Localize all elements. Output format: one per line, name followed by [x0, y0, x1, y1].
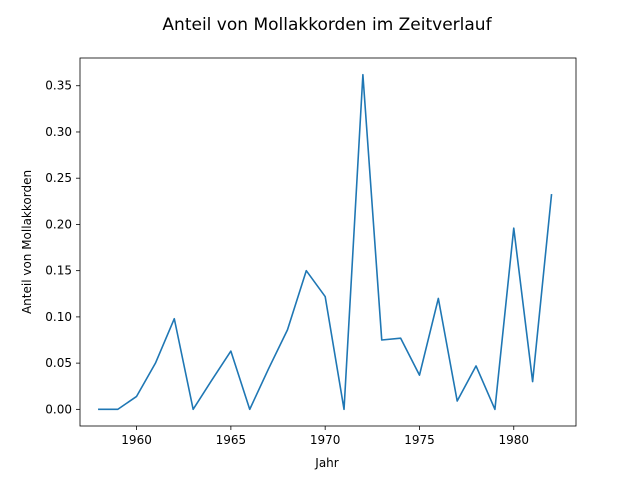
- y-tick-label: 0.05: [45, 356, 72, 370]
- y-tick-label: 0.30: [45, 125, 72, 139]
- y-tick-label: 0.15: [45, 264, 72, 278]
- chart-title: Anteil von Mollakkorden im Zeitverlauf: [162, 15, 492, 35]
- x-tick-label: 1960: [121, 433, 152, 447]
- x-tick-label: 1980: [498, 433, 529, 447]
- x-tick-label: 1975: [404, 433, 435, 447]
- plot-area: [98, 73, 553, 411]
- x-tick-label: 1965: [216, 433, 247, 447]
- x-axis-label: Jahr: [314, 456, 338, 470]
- y-tick-label: 0.35: [45, 79, 72, 93]
- x-tick-label: 1970: [310, 433, 341, 447]
- series-line-0: [98, 73, 553, 411]
- y-tick-label: 0.20: [45, 217, 72, 231]
- plot-frame: [79, 57, 577, 427]
- y-axis-ticks: 0.00 0.05 0.10 0.15 0.20 0.25 0.30 0.35: [45, 79, 80, 416]
- y-tick-label: 0.00: [45, 402, 72, 416]
- y-tick-label: 0.25: [45, 171, 72, 185]
- y-axis-label: Anteil von Mollakkorden: [20, 170, 34, 314]
- x-axis-ticks: 1960 1965 1970 1975 1980: [121, 426, 529, 447]
- y-tick-label: 0.10: [45, 310, 72, 324]
